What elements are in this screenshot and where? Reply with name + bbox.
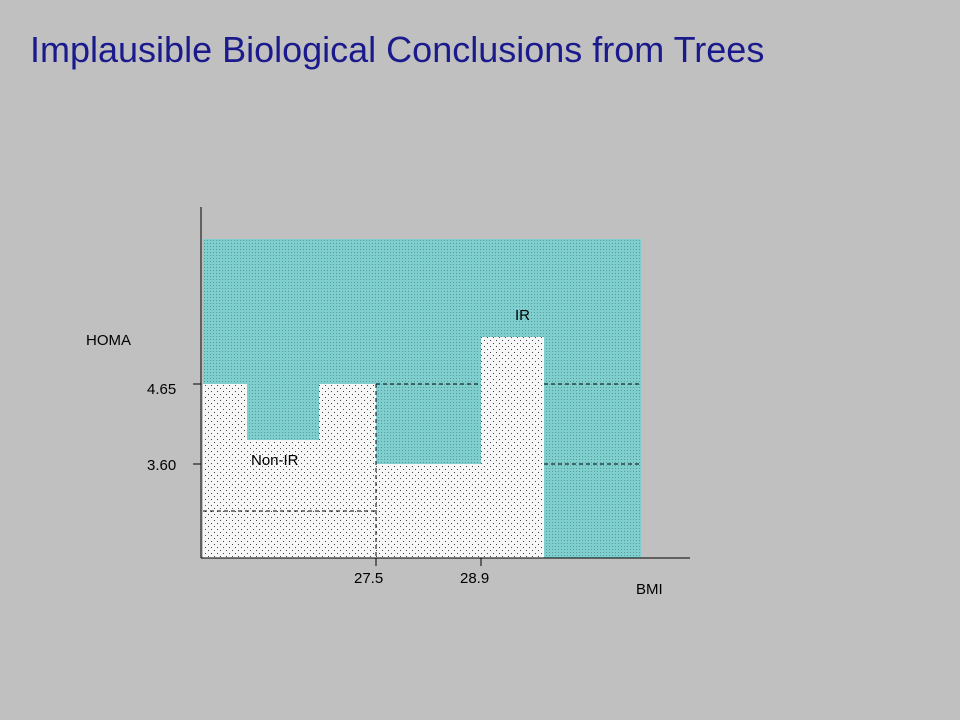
y-tick-label: 4.65 <box>147 381 176 398</box>
non-ir-region <box>203 337 544 558</box>
slide-title: Implausible Biological Conclusions from … <box>30 29 765 70</box>
y-axis-label: HOMA <box>86 332 131 349</box>
non-ir-region-label: Non-IR <box>251 452 299 469</box>
y-tick-label: 3.60 <box>147 457 176 474</box>
x-tick-label: 28.9 <box>460 570 489 587</box>
x-tick-label: 27.5 <box>354 570 383 587</box>
x-axis-label: BMI <box>636 581 663 598</box>
ir-region-label: IR <box>515 307 530 324</box>
